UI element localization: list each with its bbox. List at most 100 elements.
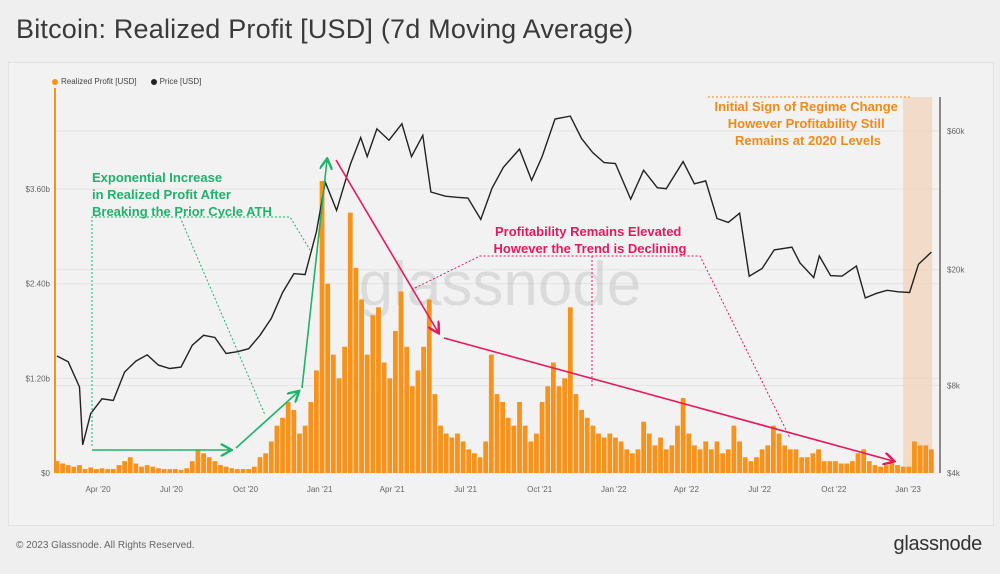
- x-axis-tick-label: Oct '21: [527, 485, 553, 494]
- profit-bar: [460, 441, 466, 473]
- profit-bar: [641, 421, 647, 473]
- annotation-green: Exponential Increase in Realized Profit …: [92, 170, 272, 219]
- profit-bar: [528, 441, 534, 473]
- profit-bar: [804, 457, 810, 473]
- left-axis-tick-label: $0: [41, 469, 50, 478]
- profit-bar: [172, 469, 178, 473]
- x-axis-tick-label: Oct '20: [233, 485, 259, 494]
- x-axis-tick-label: Jan '23: [895, 485, 921, 494]
- profit-bar: [861, 449, 867, 473]
- profit-bar: [443, 433, 449, 473]
- profit-bar: [579, 409, 584, 473]
- profit-bar: [330, 354, 336, 473]
- profit-bar: [500, 401, 505, 473]
- profit-bar: [883, 465, 889, 473]
- profit-bar: [381, 362, 387, 473]
- profit-bar: [347, 212, 353, 473]
- profit-bar: [849, 461, 855, 473]
- profit-bar: [562, 378, 568, 473]
- profit-bar: [438, 425, 443, 473]
- profit-bar: [697, 449, 703, 473]
- profit-bar: [725, 449, 731, 473]
- legend-item-price[interactable]: Price [USD]: [150, 77, 202, 86]
- profit-bar: [928, 449, 934, 473]
- x-axis-tick-label: Jul '21: [454, 485, 477, 494]
- profit-bar: [387, 378, 393, 473]
- profit-bar: [263, 453, 269, 473]
- profit-bar: [376, 307, 381, 473]
- profit-bar: [522, 425, 528, 473]
- profit-bar: [629, 453, 635, 473]
- profit-bar: [404, 346, 410, 473]
- profit-bar: [167, 469, 173, 473]
- profit-bar: [257, 457, 263, 473]
- profit-bar: [917, 445, 923, 473]
- profit-bar: [370, 315, 376, 473]
- profit-bar: [771, 425, 776, 473]
- profit-bar: [212, 461, 218, 473]
- left-axis-tick-label: $3.60b: [26, 185, 51, 194]
- profit-bar: [545, 386, 551, 473]
- profit-bar: [782, 445, 788, 473]
- profit-bar: [206, 457, 212, 473]
- profit-bar: [833, 461, 838, 473]
- legend-dot-icon: [52, 78, 58, 85]
- profit-bar: [195, 449, 201, 473]
- annotation-red: Profitability Remains Elevated However t…: [494, 224, 687, 256]
- profit-bar: [703, 441, 709, 473]
- profit-bar: [122, 461, 127, 473]
- profit-bar: [466, 449, 472, 473]
- profit-bar: [821, 461, 827, 473]
- legend-label: Price [USD]: [159, 77, 202, 86]
- profit-bar: [748, 461, 754, 473]
- page-title: Bitcoin: Realized Profit [USD] (7d Movin…: [16, 14, 634, 44]
- profit-bar: [855, 453, 861, 473]
- glassnode-logo: glassnode: [893, 533, 983, 555]
- profit-bar: [827, 461, 833, 473]
- profit-bar: [426, 299, 432, 473]
- profit-bar: [742, 457, 748, 473]
- profit-bar: [223, 466, 229, 473]
- profit-bar: [838, 463, 844, 473]
- profit-bar: [364, 354, 370, 473]
- profit-bar: [285, 401, 291, 473]
- profit-bar: [415, 370, 421, 473]
- profit-bar: [618, 441, 624, 473]
- x-axis-tick-label: Apr '22: [674, 485, 700, 494]
- legend-label: Realized Profit [USD]: [61, 77, 137, 86]
- profit-bar: [810, 453, 816, 473]
- profit-bar: [246, 469, 252, 473]
- profit-bar: [556, 386, 562, 473]
- profit-bar: [156, 468, 161, 473]
- profit-bar: [534, 433, 539, 473]
- legend-item-realized-profit[interactable]: Realized Profit [USD]: [52, 77, 137, 86]
- green-arrows: [92, 160, 327, 450]
- price-line: [56, 115, 932, 445]
- profit-bar: [302, 425, 308, 473]
- profit-bar: [189, 461, 195, 473]
- profit-bar: [607, 433, 613, 473]
- profit-bar: [596, 433, 601, 473]
- profit-bar: [889, 461, 895, 473]
- profit-bar: [483, 441, 489, 473]
- profit-bar: [624, 449, 630, 473]
- profit-bar: [658, 437, 663, 473]
- x-axis-tick-label: Oct '22: [821, 485, 847, 494]
- x-axis-tick-label: Apr '21: [380, 485, 406, 494]
- profit-bar: [680, 398, 686, 473]
- x-axis-tick-label: Apr '20: [85, 485, 111, 494]
- profit-bar: [184, 468, 190, 473]
- profit-bar: [325, 283, 331, 473]
- profit-bar: [342, 346, 348, 473]
- profit-bar: [93, 469, 99, 473]
- profit-bar: [359, 299, 364, 473]
- profit-bar: [635, 449, 641, 473]
- left-axis-tick-label: $1.20b: [26, 374, 51, 383]
- profit-bar: [494, 394, 500, 473]
- profit-bar: [505, 417, 511, 473]
- profit-bar: [669, 445, 675, 473]
- profit-bar: [663, 449, 669, 473]
- profit-bar: [201, 453, 206, 473]
- right-axis-tick-label: $4k: [947, 469, 961, 478]
- profit-bar: [708, 449, 714, 473]
